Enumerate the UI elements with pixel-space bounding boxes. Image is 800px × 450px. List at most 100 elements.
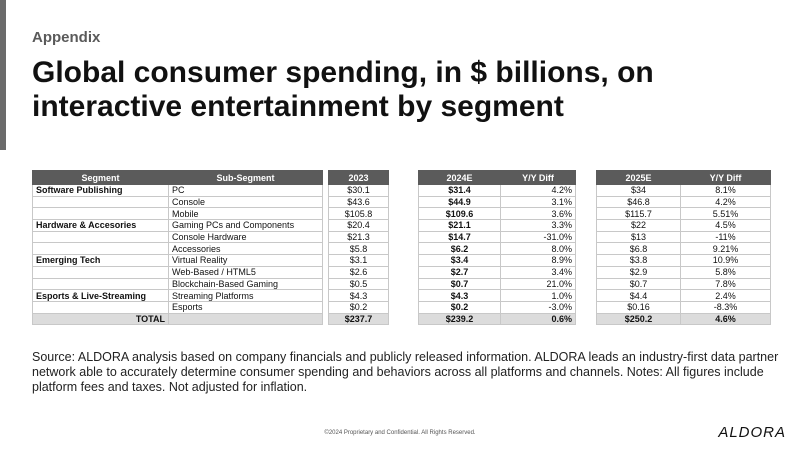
total-cell — [168, 312, 323, 326]
data-row: $0.5 — [328, 277, 389, 291]
cell: 10.9% — [680, 254, 771, 267]
column-header: 2024E — [418, 170, 501, 185]
cell: $14.7 — [418, 230, 501, 244]
cell: 3.1% — [500, 195, 576, 209]
data-table: 2024E Y/Y Diff $31.4 4.2% $44.9 3.1% $109.6 3.6… — [418, 170, 576, 326]
column-header: 2023 — [328, 170, 389, 185]
cell: Console Hardware — [168, 230, 323, 244]
cell: 7.8% — [680, 277, 771, 291]
cell: 2.4% — [680, 289, 771, 302]
cell: -11% — [680, 230, 771, 244]
data-row: $13 -11% — [596, 230, 771, 244]
cell: 4.5% — [680, 219, 771, 232]
data-row: Blockchain-Based Gaming — [32, 277, 323, 291]
data-row: $22 4.5% — [596, 219, 771, 232]
data-row: $44.9 3.1% — [418, 195, 576, 209]
cell: $3.4 — [418, 254, 501, 267]
header-row: 2023 — [328, 170, 389, 185]
eyebrow: Appendix — [32, 29, 101, 46]
column-header: 2025E — [596, 170, 681, 185]
cell: Blockchain-Based Gaming — [168, 277, 323, 291]
cell: Console — [168, 195, 323, 209]
cell: $46.8 — [596, 195, 681, 209]
data-row: $0.2 — [328, 300, 389, 314]
data-row: $4.4 2.4% — [596, 289, 771, 302]
segment-cell — [32, 277, 169, 291]
column-header: Segment — [32, 170, 169, 185]
data-row: $21.1 3.3% — [418, 219, 576, 232]
data-row: Emerging Tech Virtual Reality — [32, 254, 323, 267]
copyright: ©2024 Proprietary and Confidential. All … — [324, 430, 476, 436]
data-table: Segment Sub-Segment Software Publishing PC C… — [32, 170, 323, 326]
cell: 4.2% — [680, 195, 771, 209]
cell: $13 — [596, 230, 681, 244]
data-row: $6.2 8.0% — [418, 242, 576, 256]
cell: Esports — [168, 300, 323, 314]
data-row: $3.1 — [328, 254, 389, 267]
segment-cell — [32, 242, 169, 256]
cell: $30.1 — [328, 184, 389, 197]
cell: 8.0% — [500, 242, 576, 256]
total-cell: 4.6% — [680, 312, 771, 326]
cell: $43.6 — [328, 195, 389, 209]
column-header: Y/Y Diff — [680, 170, 771, 185]
header-row: 2024E Y/Y Diff — [418, 170, 576, 185]
data-row: $2.7 3.4% — [418, 265, 576, 279]
cell: -31.0% — [500, 230, 576, 244]
data-row: Esports — [32, 300, 323, 314]
segment-cell — [32, 230, 169, 244]
segment-cell: Software Publishing — [32, 184, 169, 197]
cell: 5.8% — [680, 265, 771, 279]
cell: $0.7 — [596, 277, 681, 291]
data-row: Hardware & Accesories Gaming PCs and Comp… — [32, 219, 323, 232]
cell: $20.4 — [328, 219, 389, 232]
data-row: $34 8.1% — [596, 184, 771, 197]
cell: $31.4 — [418, 184, 501, 197]
data-row: $46.8 4.2% — [596, 195, 771, 209]
total-row: $237.7 — [328, 312, 389, 326]
data-row: $20.4 — [328, 219, 389, 232]
column-header: Y/Y Diff — [500, 170, 576, 185]
data-row: $6.8 9.21% — [596, 242, 771, 256]
cell: $3.1 — [328, 254, 389, 267]
cell: $34 — [596, 184, 681, 197]
cell: $0.2 — [418, 300, 501, 314]
data-row: $3.4 8.9% — [418, 254, 576, 267]
cell: $21.3 — [328, 230, 389, 244]
cell: $105.8 — [328, 207, 389, 221]
cell: Gaming PCs and Components — [168, 219, 323, 232]
segment-cell — [32, 207, 169, 221]
cell: $0.5 — [328, 277, 389, 291]
cell: $22 — [596, 219, 681, 232]
data-row: Accessories — [32, 242, 323, 256]
data-row: $2.9 5.8% — [596, 265, 771, 279]
cell: 5.51% — [680, 207, 771, 221]
data-row: Console Hardware — [32, 230, 323, 244]
cell: $0.7 — [418, 277, 501, 291]
cell: 8.9% — [500, 254, 576, 267]
data-row: $0.7 21.0% — [418, 277, 576, 291]
data-row: $3.8 10.9% — [596, 254, 771, 267]
cell: Virtual Reality — [168, 254, 323, 267]
data-row: $0.2 -3.0% — [418, 300, 576, 314]
cell: 3.6% — [500, 207, 576, 221]
cell: 21.0% — [500, 277, 576, 291]
data-row: $0.7 7.8% — [596, 277, 771, 291]
data-row: $115.7 5.51% — [596, 207, 771, 221]
cell: $2.9 — [596, 265, 681, 279]
data-row: Web-Based / HTML5 — [32, 265, 323, 279]
cell: $6.8 — [596, 242, 681, 256]
cell: $0.16 — [596, 300, 681, 314]
cell: $21.1 — [418, 219, 501, 232]
data-row: Esports & Live-Streaming Streaming Platfo… — [32, 289, 323, 302]
segment-cell — [32, 300, 169, 314]
total-cell: $250.2 — [596, 312, 681, 326]
cell: -3.0% — [500, 300, 576, 314]
cell: Mobile — [168, 207, 323, 221]
segment-cell — [32, 265, 169, 279]
cell: Web-Based / HTML5 — [168, 265, 323, 279]
data-row: $0.16 -8.3% — [596, 300, 771, 314]
cell: 3.3% — [500, 219, 576, 232]
header-row: Segment Sub-Segment — [32, 170, 323, 185]
